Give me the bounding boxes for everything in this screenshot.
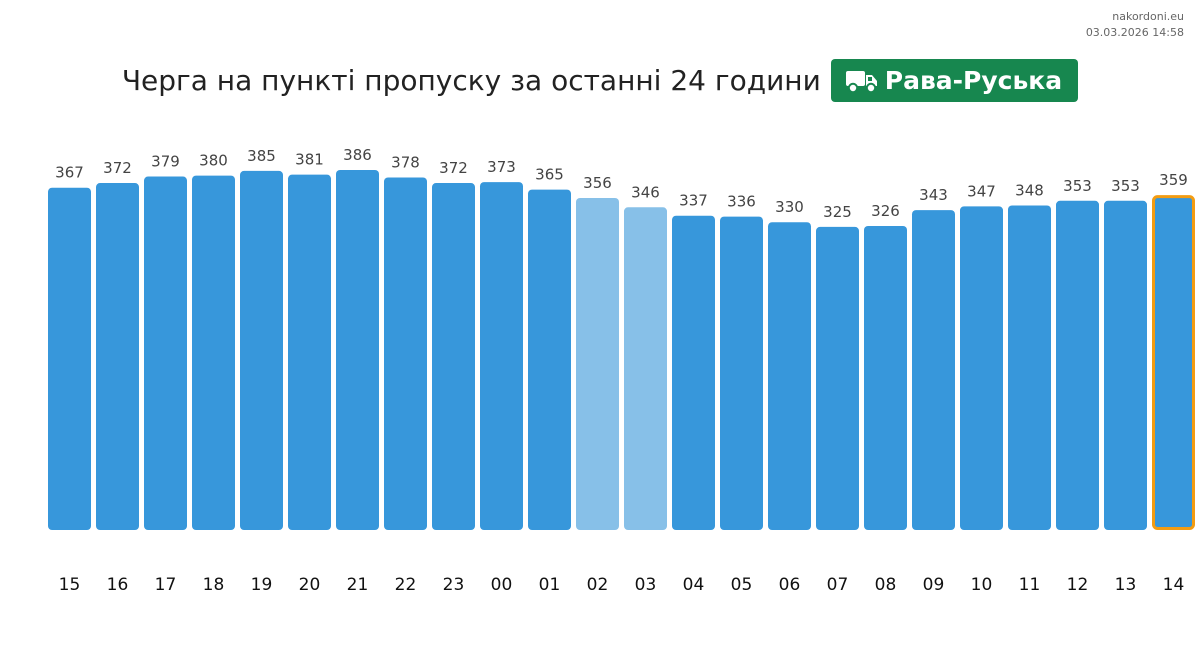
bar-22[interactable] [384, 177, 427, 531]
x-tick-08: 08 [875, 575, 897, 595]
value-label-21: 386 [343, 146, 372, 164]
bar-18[interactable] [192, 175, 235, 530]
value-label-08: 326 [871, 202, 900, 220]
value-label-16: 372 [103, 159, 132, 177]
bar-16[interactable] [96, 183, 139, 530]
x-tick-10: 10 [971, 575, 993, 595]
x-tick-17: 17 [155, 575, 177, 595]
checkpoint-badge: Рава-Руська [830, 59, 1079, 102]
x-tick-01: 01 [539, 575, 561, 595]
bar-14[interactable] [1152, 195, 1195, 531]
bar-04[interactable] [672, 215, 715, 531]
value-label-18: 380 [199, 152, 228, 170]
x-tick-22: 22 [395, 575, 417, 595]
bar-05[interactable] [720, 216, 763, 530]
x-tick-13: 13 [1115, 575, 1137, 595]
bar-13[interactable] [1104, 200, 1147, 530]
value-label-01: 365 [535, 166, 564, 184]
truck-icon [845, 70, 877, 93]
bar-02[interactable] [576, 197, 619, 530]
bar-10[interactable] [960, 206, 1003, 531]
chart-title: Черга на пункті пропуску за останні 24 г… [121, 64, 821, 97]
bar-20[interactable] [288, 174, 331, 530]
source-site[interactable]: nakordoni.eu [1112, 10, 1184, 23]
x-tick-05: 05 [731, 575, 753, 595]
value-label-09: 343 [919, 186, 948, 204]
x-tick-23: 23 [443, 575, 465, 595]
bar-08[interactable] [864, 225, 907, 530]
x-tick-00: 00 [491, 575, 513, 595]
bar-03[interactable] [624, 207, 667, 530]
bar-19[interactable] [240, 170, 283, 530]
x-tick-16: 16 [107, 575, 129, 595]
bar-01[interactable] [528, 189, 571, 530]
value-label-13: 353 [1111, 177, 1140, 195]
x-tick-04: 04 [683, 575, 705, 595]
x-tick-14: 14 [1163, 575, 1185, 595]
value-label-03: 346 [631, 183, 660, 201]
value-label-23: 372 [439, 159, 468, 177]
bar-00[interactable] [480, 182, 523, 530]
value-label-11: 348 [1015, 181, 1044, 199]
value-label-14: 359 [1159, 171, 1188, 189]
value-label-19: 385 [247, 147, 276, 165]
value-label-04: 337 [679, 192, 708, 210]
x-tick-03: 03 [635, 575, 657, 595]
bar-21[interactable] [336, 170, 379, 530]
x-tick-20: 20 [299, 575, 321, 595]
bar-11[interactable] [1008, 205, 1051, 530]
checkpoint-name: Рава-Руська [884, 66, 1063, 95]
chart-header: Черга на пункті пропуску за останні 24 г… [0, 59, 1200, 102]
value-label-06: 330 [775, 198, 804, 216]
value-label-22: 378 [391, 153, 420, 171]
value-label-05: 336 [727, 193, 756, 211]
x-tick-09: 09 [923, 575, 945, 595]
x-tick-02: 02 [587, 575, 609, 595]
x-tick-06: 06 [779, 575, 801, 595]
x-tick-07: 07 [827, 575, 849, 595]
bar-17[interactable] [144, 176, 187, 530]
bar-06[interactable] [768, 222, 811, 531]
x-tick-11: 11 [1019, 575, 1041, 595]
x-tick-19: 19 [251, 575, 273, 595]
value-label-07: 325 [823, 203, 852, 221]
value-label-20: 381 [295, 151, 324, 169]
value-label-02: 356 [583, 174, 612, 192]
bar-12[interactable] [1056, 200, 1099, 530]
value-label-10: 347 [967, 182, 996, 200]
bar-15[interactable] [48, 187, 91, 530]
source-info: nakordoni.eu 03.03.2026 14:58 [1086, 9, 1184, 41]
value-label-00: 373 [487, 158, 516, 176]
x-tick-15: 15 [59, 575, 81, 595]
value-label-17: 379 [151, 153, 180, 171]
value-label-15: 367 [55, 164, 84, 182]
bar-09[interactable] [912, 210, 955, 530]
source-timestamp: 03.03.2026 14:58 [1085, 26, 1184, 39]
x-tick-18: 18 [203, 575, 225, 595]
x-tick-12: 12 [1067, 575, 1089, 595]
bar-07[interactable] [816, 226, 859, 531]
bar-23[interactable] [432, 183, 475, 530]
value-label-12: 353 [1063, 177, 1092, 195]
x-tick-21: 21 [347, 575, 369, 595]
